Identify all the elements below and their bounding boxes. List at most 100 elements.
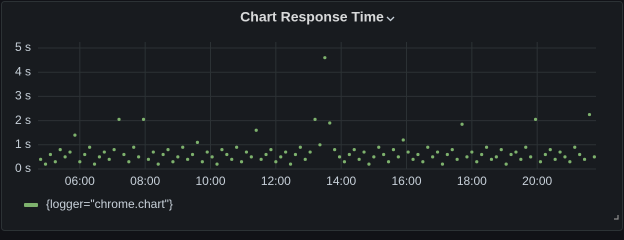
y-tick-label: 5 s — [15, 40, 31, 54]
data-point — [401, 138, 405, 142]
data-point — [573, 145, 577, 149]
data-point — [284, 150, 288, 154]
panel: Chart Response Time 0 s 1 s 2 s 3 s 4 s 5 s 06… — [1, 1, 623, 231]
data-point — [73, 133, 77, 137]
data-point — [137, 155, 141, 159]
data-point — [333, 148, 337, 152]
data-point — [431, 155, 435, 159]
x-tick-label: 12:00 — [261, 174, 291, 188]
data-point — [352, 148, 356, 152]
panel-frame — [1, 1, 623, 231]
data-point — [264, 152, 268, 157]
data-point — [308, 150, 312, 154]
data-point — [347, 152, 351, 157]
data-point — [362, 150, 366, 154]
data-point — [460, 122, 464, 126]
data-point — [435, 150, 440, 154]
data-point — [146, 157, 151, 161]
data-point — [303, 157, 307, 161]
data-point — [58, 148, 62, 152]
data-point — [328, 121, 332, 125]
data-point — [421, 160, 425, 164]
data-point — [509, 152, 513, 157]
data-point — [445, 152, 449, 157]
data-point — [39, 157, 43, 161]
data-point — [166, 148, 170, 152]
data-point — [440, 162, 445, 166]
data-point — [78, 160, 82, 164]
data-point — [141, 117, 146, 121]
data-point — [367, 162, 371, 166]
data-point — [215, 162, 219, 166]
data-point — [102, 150, 106, 154]
data-point — [259, 157, 263, 161]
resize-handle[interactable] — [614, 215, 619, 220]
data-point — [543, 152, 547, 157]
data-point — [553, 157, 557, 161]
data-point — [558, 150, 562, 154]
data-point — [386, 160, 391, 164]
legend-label: {logger="chrome.chart"} — [46, 197, 173, 211]
data-point — [205, 150, 209, 154]
data-point — [548, 148, 552, 152]
data-point — [538, 160, 543, 164]
data-point — [43, 162, 48, 166]
data-point — [132, 145, 136, 149]
data-point — [406, 150, 410, 154]
data-point — [186, 157, 190, 161]
data-point — [151, 150, 155, 154]
data-point — [48, 152, 53, 157]
x-tick-label: 14:00 — [326, 174, 356, 188]
data-point — [88, 145, 92, 149]
data-point — [318, 143, 322, 147]
data-point — [382, 152, 386, 157]
data-point — [450, 148, 454, 152]
data-point — [499, 148, 503, 152]
data-point — [122, 152, 126, 157]
data-point — [239, 160, 244, 164]
data-point — [455, 157, 459, 161]
data-point — [411, 157, 415, 161]
data-point — [514, 150, 518, 154]
data-point — [269, 148, 273, 152]
data-point — [592, 155, 596, 159]
legend-swatch — [24, 203, 38, 207]
panel-title[interactable]: Chart Response Time — [240, 9, 384, 25]
y-tick-label: 4 s — [15, 64, 31, 78]
legend: {logger="chrome.chart"} — [24, 197, 173, 211]
data-point — [235, 145, 239, 149]
data-point — [391, 148, 396, 152]
data-point — [112, 148, 116, 152]
x-tick-label: 18:00 — [457, 174, 487, 188]
data-point — [195, 140, 200, 144]
data-point — [323, 56, 327, 60]
data-point — [533, 117, 538, 121]
data-point — [342, 160, 347, 164]
data-point — [529, 155, 533, 159]
data-point — [190, 152, 195, 157]
data-point — [313, 117, 317, 121]
plot — [39, 56, 596, 166]
data-point — [274, 160, 278, 164]
data-point — [504, 162, 508, 166]
data-point — [171, 160, 175, 164]
y-tick-label: 3 s — [15, 89, 31, 103]
data-point — [489, 157, 494, 161]
data-point — [293, 152, 298, 157]
data-point — [298, 145, 302, 149]
x-tick-label: 20:00 — [522, 174, 552, 188]
data-point — [83, 152, 87, 157]
data-point — [416, 152, 420, 157]
data-point — [578, 152, 582, 157]
title-chevron[interactable] — [386, 16, 395, 22]
data-point — [92, 162, 97, 166]
data-point — [372, 155, 376, 159]
data-point — [68, 150, 72, 154]
data-point — [230, 157, 234, 161]
data-point — [225, 152, 229, 157]
data-point — [426, 145, 430, 149]
data-point — [156, 162, 160, 166]
data-point — [568, 160, 572, 164]
data-point — [220, 148, 224, 152]
data-point — [127, 160, 131, 164]
